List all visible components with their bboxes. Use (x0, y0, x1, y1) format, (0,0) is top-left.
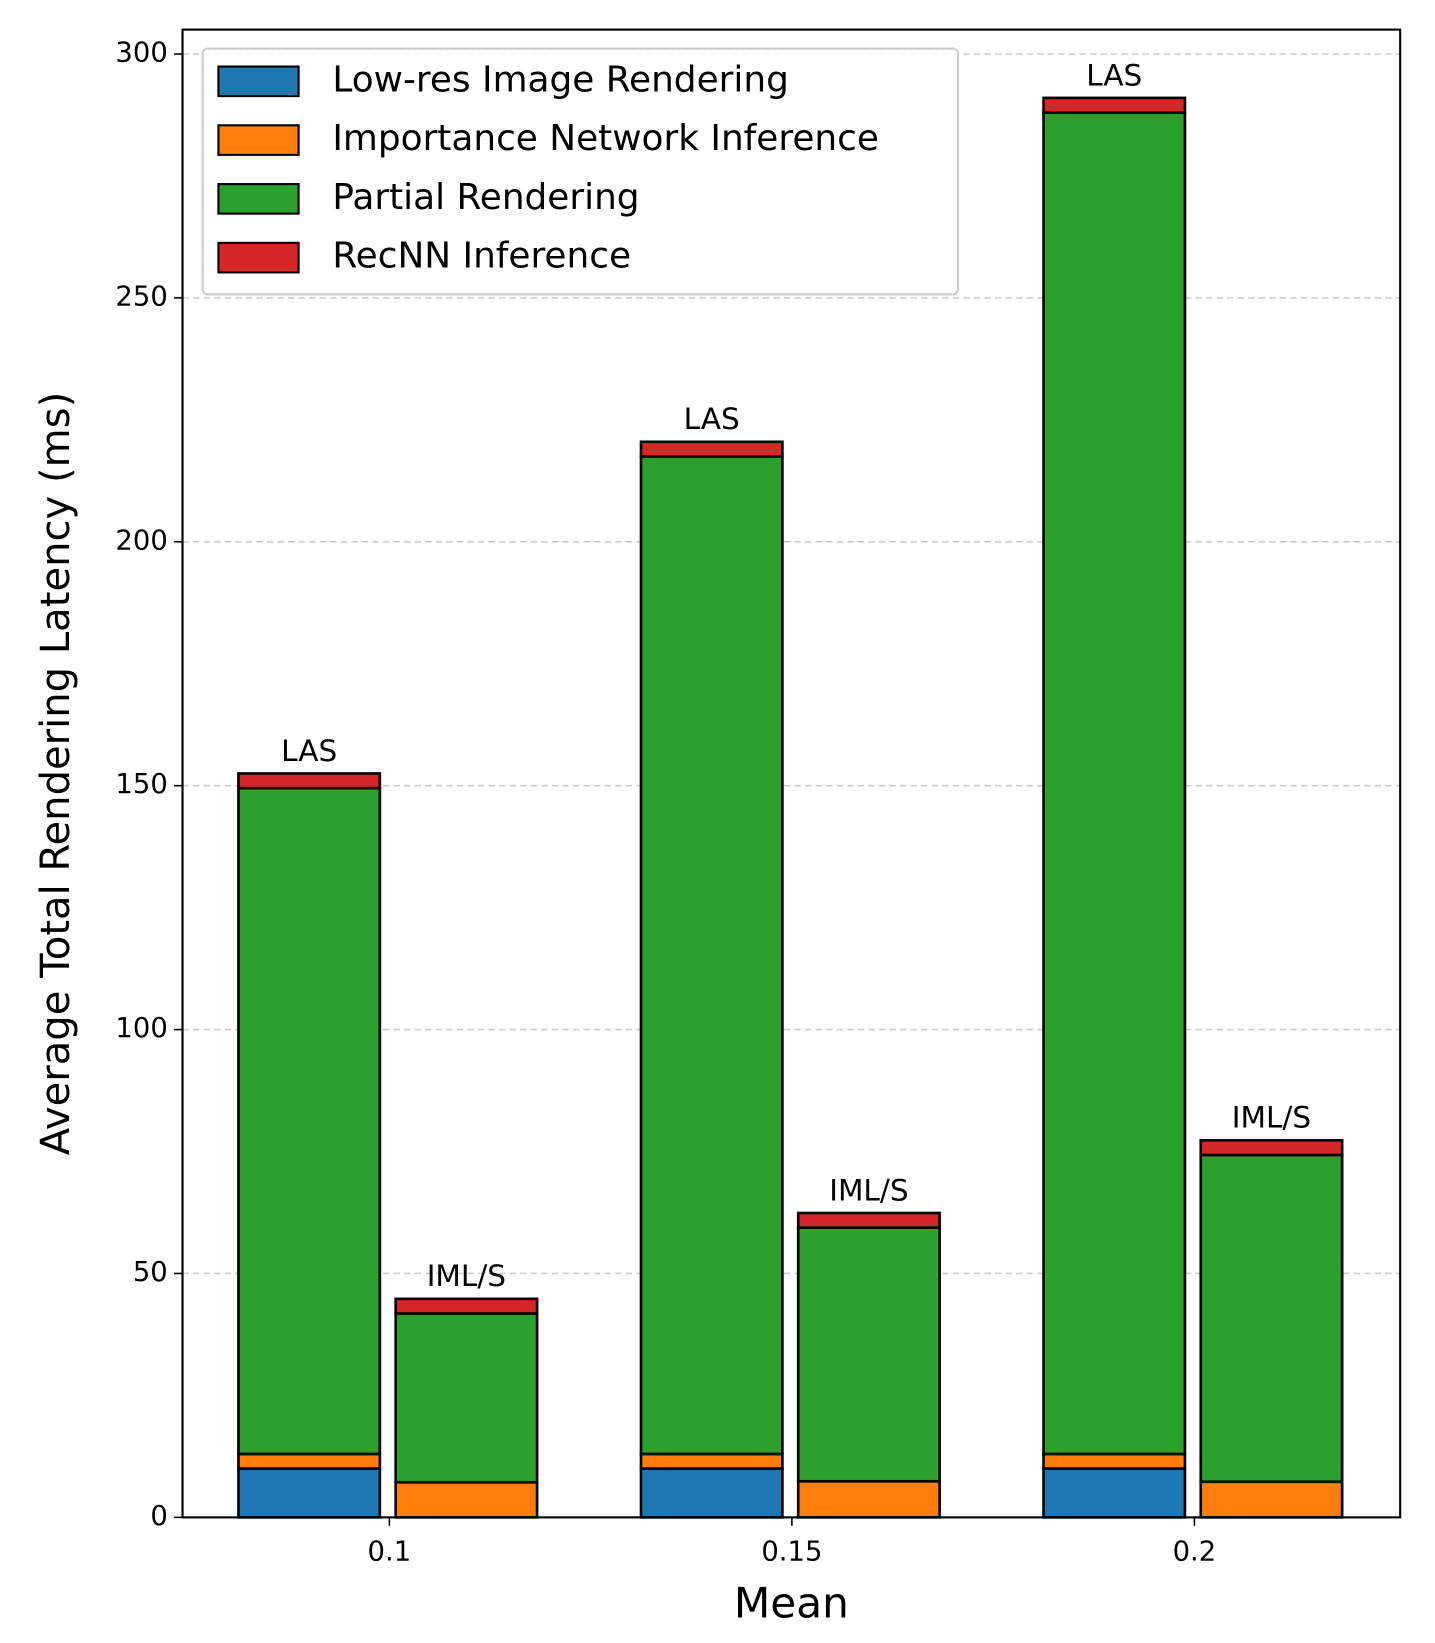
bar-segment (394, 1480, 539, 1519)
bar-segment (1199, 1480, 1344, 1519)
bar-segment (394, 1297, 539, 1315)
plot-frame (181, 28, 1402, 1519)
bar-label: LAS (281, 734, 337, 768)
y-tick-label: 250 (115, 281, 167, 312)
y-tick-label: 0 (150, 1501, 167, 1532)
y-tick-label: 150 (115, 769, 167, 800)
bar-segment (639, 440, 784, 458)
bar-segment (237, 772, 382, 790)
bar-label: IML/S (427, 1259, 506, 1293)
bar-segment (1042, 96, 1187, 114)
bar-segment (639, 1452, 784, 1470)
bar-segment (796, 1226, 941, 1483)
x-axis-title: Mean (734, 1579, 849, 1628)
legend-swatch (217, 65, 300, 98)
legend-label: RecNN Inference (332, 236, 631, 277)
y-axis-title: Average Total Rendering Latency (ms) (33, 392, 79, 1155)
bar-segment (1199, 1138, 1344, 1157)
bar-label: LAS (1086, 58, 1142, 92)
bar-segment (237, 1467, 382, 1519)
legend-box (201, 47, 960, 296)
x-tick-label: 0.2 (1173, 1537, 1217, 1568)
bar-segment (1042, 1467, 1187, 1519)
bar-segment (1199, 1153, 1344, 1484)
bar-segment (1042, 111, 1187, 1456)
legend-swatch (217, 183, 300, 215)
legend-swatch (217, 241, 300, 274)
y-tick-label: 50 (133, 1257, 168, 1288)
bar-segment (796, 1479, 941, 1519)
bar-label: IML/S (1232, 1101, 1311, 1135)
legend-label: Importance Network Inference (332, 118, 879, 159)
bar-segment (237, 786, 382, 1456)
bar-segment (394, 1312, 539, 1484)
bar-label: LAS (684, 402, 740, 436)
y-tick-label: 200 (115, 525, 167, 556)
bar-segment (1042, 1452, 1187, 1470)
x-tick-label: 0.1 (368, 1537, 412, 1568)
legend-label: Low-res Image Rendering (332, 59, 788, 100)
y-tick-label: 300 (115, 38, 167, 69)
bar-segment (639, 455, 784, 1456)
bar-segment (796, 1211, 941, 1229)
bar-segment (237, 1452, 382, 1470)
x-tick-label: 0.15 (761, 1537, 822, 1568)
legend-swatch (217, 124, 300, 156)
legend-label: Partial Rendering (332, 177, 639, 218)
bar-label: IML/S (829, 1173, 908, 1207)
y-tick-label: 100 (115, 1013, 167, 1044)
bar-segment (639, 1467, 784, 1519)
